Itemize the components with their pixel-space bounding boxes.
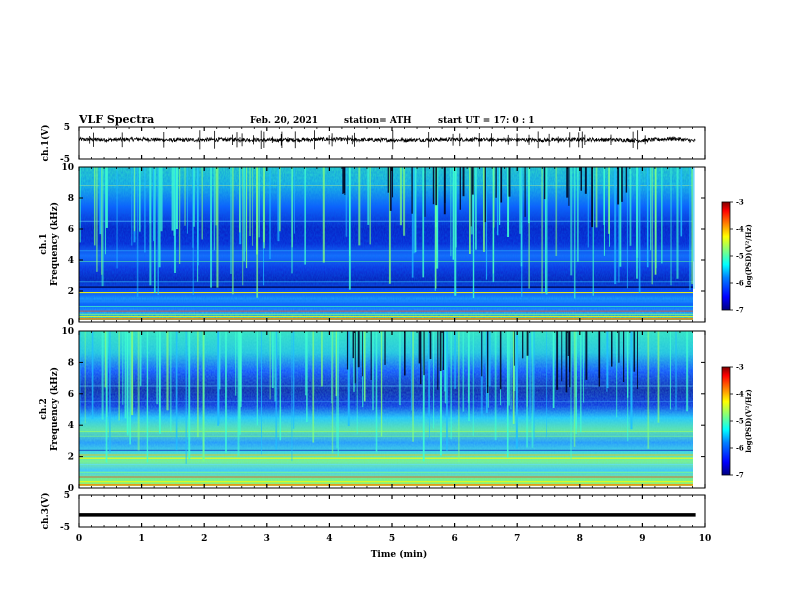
x-tick-label: 10	[699, 534, 712, 544]
ch2-colorbar-gradient	[721, 366, 731, 476]
s1-ytick-label: 10	[61, 163, 74, 173]
ch2-spectrogram	[78, 331, 693, 486]
ch2-colorbar-tick-label: -7	[736, 471, 744, 480]
ch2-sferics	[78, 331, 689, 464]
header-start-time: start UT = 17: 0 : 1	[438, 116, 535, 126]
ch2-spectral-lines	[79, 385, 693, 486]
x-tick-label: 4	[326, 534, 332, 544]
ch2-colorbar-tick-label: -3	[736, 363, 744, 372]
w1-ytick-label-top: 5	[64, 123, 70, 133]
s2-ytick-label: 0	[68, 484, 74, 494]
ch2-colorbar-ticks: -3 -4 -5 -6 -7	[730, 363, 744, 480]
ch2-colorbar-label: log(PSD)(V²/Hz)	[744, 389, 753, 453]
ch1-colorbar-gradient	[721, 201, 731, 311]
ch1-colorbar-tick-label: -5	[736, 252, 744, 261]
x-axis-title: Time (min)	[371, 549, 428, 560]
header-station: station= ATH	[344, 116, 412, 126]
x-tick-label: 5	[389, 534, 395, 544]
w3-ytick-label-top: 5	[64, 491, 70, 501]
ch1-colorbar-tick-label: -6	[736, 279, 744, 288]
axis-ticks	[78, 127, 706, 527]
ch1-spectrogram	[79, 167, 695, 320]
w1-trace	[78, 136, 696, 144]
x-tick-label: 7	[514, 534, 520, 544]
ch2-colorbar-tick-label: -4	[736, 390, 744, 399]
ch1-spectral-lines	[79, 185, 693, 320]
s1-ytick-label: 6	[68, 225, 74, 235]
ch2-colorbar-tick-label: -5	[736, 417, 744, 426]
figure-title: VLF Spectra	[78, 113, 154, 126]
s1-ytick-label: 0	[68, 318, 74, 328]
x-tick-label: 8	[577, 534, 583, 544]
s2-ytick-label: 10	[61, 327, 74, 337]
ch1-colorbar-tick-label: -3	[736, 198, 744, 207]
ch1-sferics	[79, 167, 695, 299]
ch1-frequency-ylabel: Frequency (kHz)	[49, 202, 60, 286]
ch2-frequency-ylabel: Frequency (kHz)	[49, 367, 60, 451]
s2-ytick-label: 6	[68, 390, 74, 400]
ch1-waveform	[78, 130, 696, 150]
ch2-colorbar: -3 -4 -5 -6 -7 log(PSD)(V²/Hz)	[721, 363, 753, 480]
ch1-spectrogram-texture	[79, 167, 693, 320]
x-tick-label: 3	[264, 534, 270, 544]
ch1-colorbar: -3 -4 -5 -6 -7 log(PSD)(V²/Hz)	[721, 198, 753, 315]
x-tick-label: 6	[451, 534, 457, 544]
x-tick-label: 0	[76, 534, 82, 544]
ch2-spectrogram-texture	[79, 331, 693, 486]
x-tick-label: 1	[138, 534, 144, 544]
header-date: Feb. 20, 2021	[250, 116, 318, 126]
w1-ytick-label-bottom: -5	[60, 155, 70, 165]
ch1-waveform-ylabel: ch.1(V)	[40, 125, 51, 162]
s1-ytick-label: 8	[68, 194, 74, 204]
w3-ytick-label-bottom: -5	[60, 523, 70, 533]
ch1-colorbar-tick-label: -4	[736, 225, 744, 234]
x-tick-label: 9	[639, 534, 645, 544]
ch1-spectrogram-ylabel: ch.1	[39, 233, 49, 254]
ch2-colorbar-tick-label: -6	[736, 444, 744, 453]
s1-ytick-label: 2	[68, 287, 74, 297]
ch1-colorbar-tick-label: -7	[736, 306, 744, 315]
ch3-waveform-frame	[78, 494, 706, 528]
s1-ytick-label: 4	[68, 256, 74, 266]
ch3-waveform-ylabel: ch.3(V)	[40, 493, 51, 530]
s2-ytick-label: 8	[68, 358, 74, 368]
x-tick-label: 2	[201, 534, 207, 544]
ch1-colorbar-ticks: -3 -4 -5 -6 -7	[730, 198, 744, 315]
s2-ytick-label: 4	[68, 421, 74, 431]
ch1-colorbar-label: log(PSD)(V²/Hz)	[744, 224, 753, 288]
s2-ytick-label: 2	[68, 453, 74, 463]
ch2-spectrogram-ylabel: ch.2	[39, 398, 49, 419]
